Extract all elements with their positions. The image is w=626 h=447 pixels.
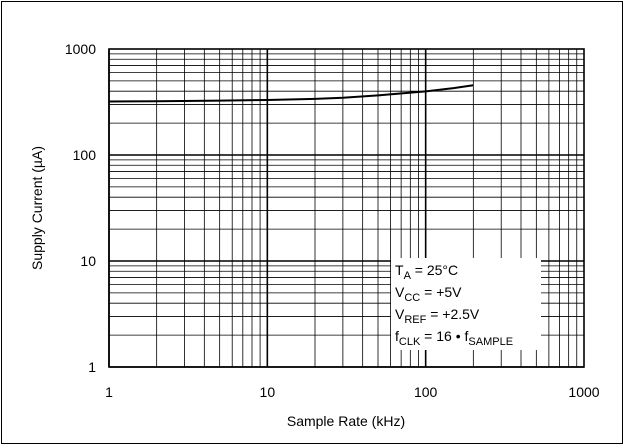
minor-grid [109,49,584,367]
x-axis-label: Sample Rate (kHz) [287,413,405,429]
plot-border [108,48,585,368]
conditions-box-background [391,258,541,350]
x-tick-label: 1000 [568,384,599,400]
x-tick-label: 1 [105,384,113,400]
conditions-line: VREF = +2.5V [395,306,480,326]
conditions-line: TA = 25°C [395,262,458,282]
y-tick-label: 10 [80,253,96,269]
x-tick-label: 100 [414,384,438,400]
x-tick-labels: 1 10 100 1000 [105,384,600,400]
conditions-line: fCLK = 16 • fSAMPLE [395,328,513,348]
y-tick-label: 100 [73,147,97,163]
y-tick-label: 1000 [65,41,96,57]
y-tick-labels: 1 10 100 1000 [65,41,96,375]
y-tick-label: 1 [88,359,96,375]
supply-current-line [108,84,474,103]
conditions-line: VCC = +5V [395,284,462,304]
y-axis-label: Supply Current (µA) [29,146,45,270]
series-layer [108,84,474,103]
x-tick-label: 10 [260,384,276,400]
